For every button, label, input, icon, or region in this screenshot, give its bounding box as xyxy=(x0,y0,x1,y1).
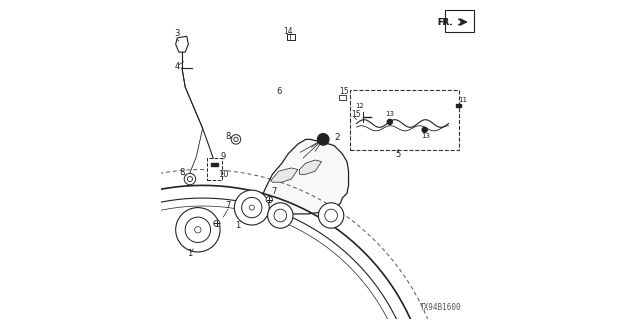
Circle shape xyxy=(319,203,344,228)
Text: 15: 15 xyxy=(351,110,361,119)
Circle shape xyxy=(242,197,262,218)
Polygon shape xyxy=(211,163,214,166)
Circle shape xyxy=(231,135,241,144)
Circle shape xyxy=(274,209,287,222)
Text: FR.: FR. xyxy=(438,18,453,27)
Text: 8: 8 xyxy=(179,168,185,177)
Text: 2: 2 xyxy=(334,133,340,142)
Circle shape xyxy=(214,220,220,227)
Text: 13: 13 xyxy=(422,133,431,139)
Circle shape xyxy=(266,196,273,203)
Circle shape xyxy=(422,127,428,132)
Polygon shape xyxy=(175,36,188,52)
Circle shape xyxy=(185,217,211,243)
Text: 3: 3 xyxy=(175,28,180,38)
Text: FR.: FR. xyxy=(437,18,452,27)
Circle shape xyxy=(268,203,293,228)
Text: 14: 14 xyxy=(284,27,293,36)
FancyBboxPatch shape xyxy=(349,90,459,149)
Text: 7: 7 xyxy=(271,187,276,196)
Circle shape xyxy=(234,190,269,225)
Text: TX94B1600: TX94B1600 xyxy=(420,303,461,312)
Circle shape xyxy=(175,208,220,252)
Text: 11: 11 xyxy=(458,97,467,103)
Circle shape xyxy=(249,205,254,210)
Text: 12: 12 xyxy=(356,103,364,109)
FancyBboxPatch shape xyxy=(207,158,222,180)
Polygon shape xyxy=(214,163,218,166)
Polygon shape xyxy=(257,140,349,214)
Text: 7: 7 xyxy=(225,202,230,211)
Circle shape xyxy=(188,177,193,181)
FancyBboxPatch shape xyxy=(445,10,474,32)
Text: 13: 13 xyxy=(385,111,394,117)
Polygon shape xyxy=(300,160,321,174)
Circle shape xyxy=(387,119,392,124)
Text: 6: 6 xyxy=(276,87,282,96)
Circle shape xyxy=(195,227,201,233)
Text: 5: 5 xyxy=(395,150,401,159)
Text: 8: 8 xyxy=(225,132,230,141)
Text: 1: 1 xyxy=(188,249,193,258)
Text: 9: 9 xyxy=(221,152,226,161)
Polygon shape xyxy=(456,104,461,107)
Bar xyxy=(287,34,294,40)
Bar xyxy=(339,95,346,100)
Circle shape xyxy=(234,137,238,142)
Text: 10: 10 xyxy=(218,170,228,179)
Circle shape xyxy=(184,173,196,185)
Text: 1: 1 xyxy=(235,220,240,229)
Circle shape xyxy=(317,134,329,145)
Polygon shape xyxy=(271,168,298,182)
Text: 4: 4 xyxy=(175,62,180,71)
Text: 15: 15 xyxy=(339,87,349,96)
Circle shape xyxy=(324,209,337,222)
